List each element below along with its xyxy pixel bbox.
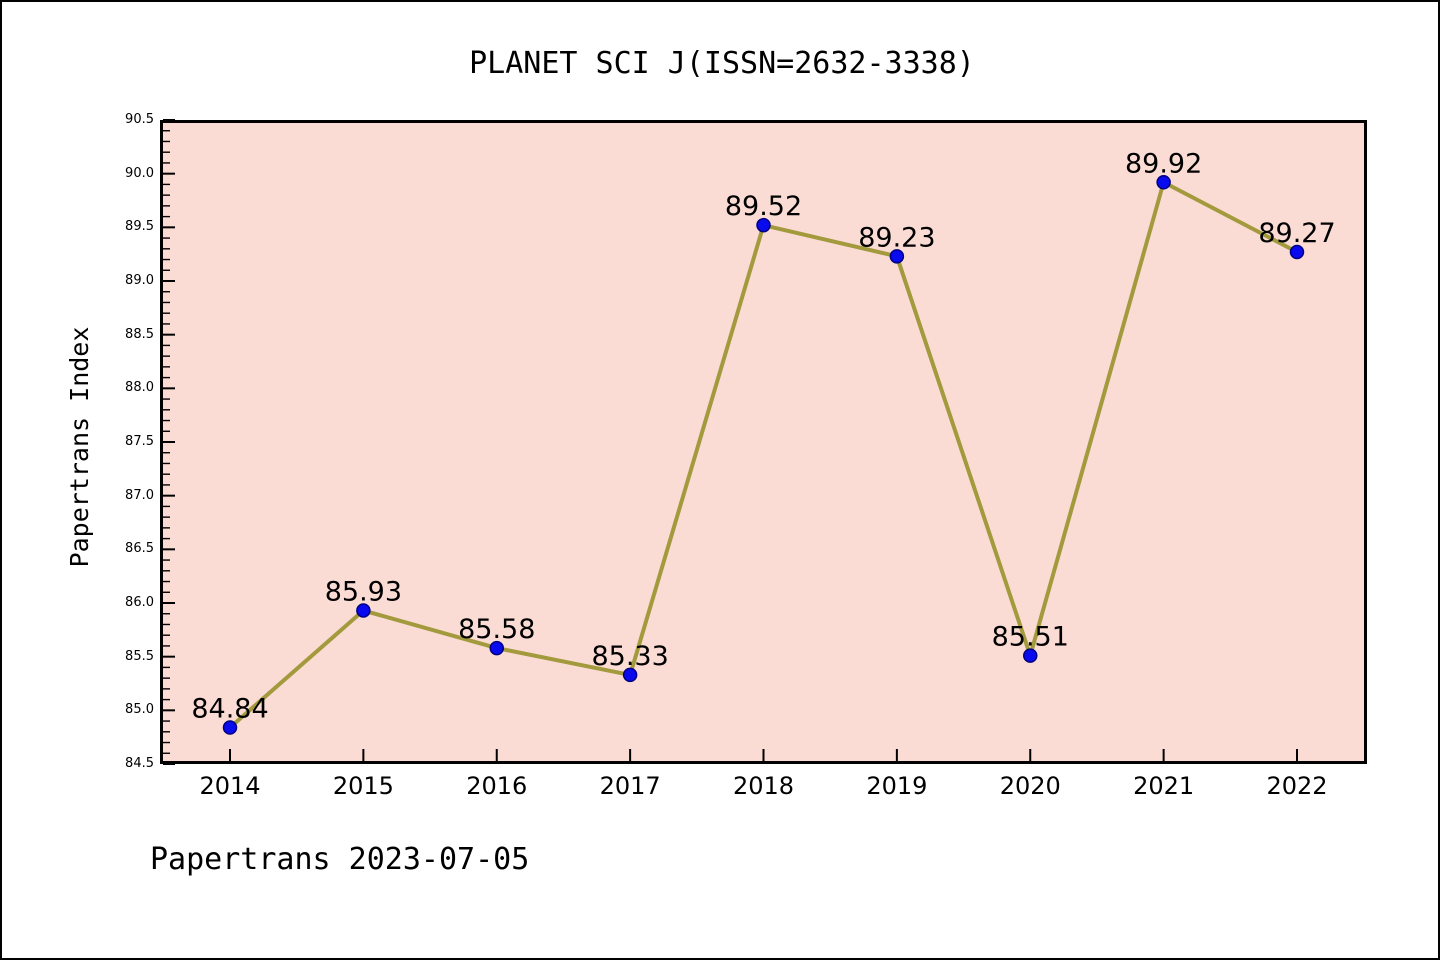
x-tick-label: 2021: [1133, 772, 1195, 800]
x-tick-label: 2017: [599, 772, 661, 800]
y-tick-label: 89.5: [125, 219, 154, 235]
x-tick-label: 2020: [999, 772, 1061, 800]
y-tick-label: 85.0: [125, 702, 154, 718]
x-tick-label: 2018: [732, 772, 795, 800]
y-tick-label: 90.0: [125, 165, 154, 181]
plot-area: [160, 120, 1367, 764]
x-tick-label: 2016: [466, 772, 528, 800]
y-axis-label: Papertrans Index: [65, 326, 94, 568]
x-tick-label: 2019: [866, 772, 928, 800]
y-tick-label: 90.5: [125, 112, 154, 127]
y-tick-label: 88.5: [125, 326, 154, 342]
y-tick-label: 89.0: [125, 273, 154, 288]
y-tick-label: 85.5: [125, 648, 154, 664]
y-tick-label: 87.0: [125, 487, 154, 503]
x-tick-label: 2014: [199, 772, 261, 800]
x-tick-label: 2022: [1266, 772, 1328, 800]
y-tick-label: 88.0: [125, 380, 154, 396]
watermark-text: Papertrans 2023-07-05: [150, 842, 530, 877]
y-tick-label: 87.5: [125, 434, 154, 449]
y-tick-label: 84.5: [125, 756, 154, 771]
y-tick-label: 86.5: [125, 541, 154, 557]
y-tick-label: 86.0: [125, 595, 154, 610]
chart-title: PLANET SCI J(ISSN=2632-3338): [469, 46, 975, 81]
x-tick-label: 2015: [332, 772, 394, 800]
